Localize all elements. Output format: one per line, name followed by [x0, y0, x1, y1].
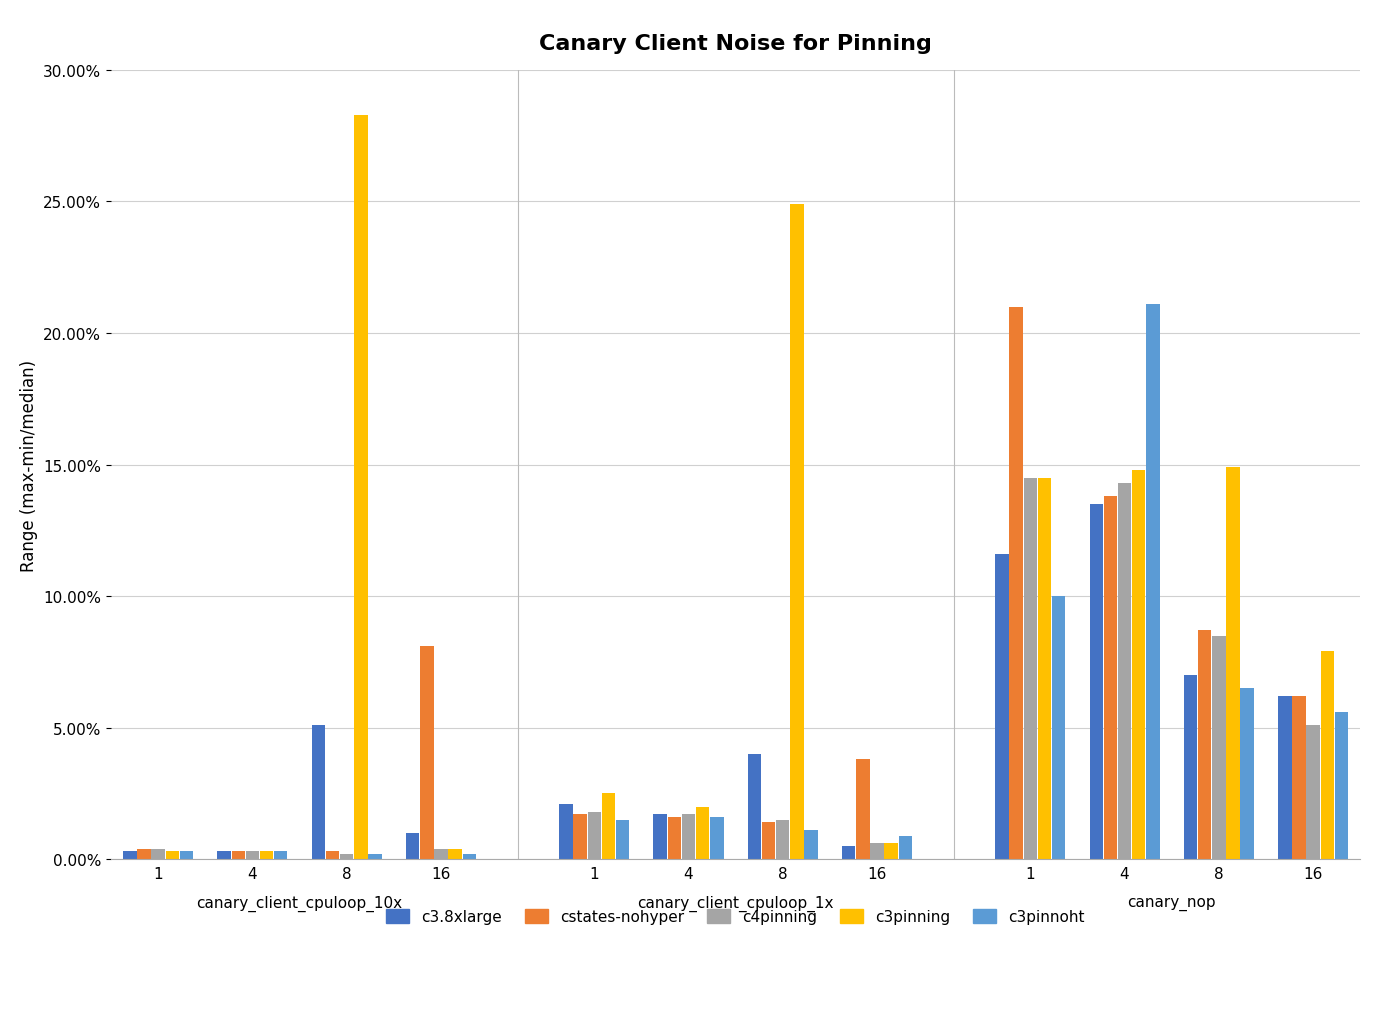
- Bar: [790, 205, 804, 859]
- Bar: [124, 851, 136, 859]
- Bar: [1212, 636, 1226, 859]
- Bar: [1133, 470, 1145, 859]
- Bar: [870, 843, 884, 859]
- Bar: [462, 854, 476, 859]
- Bar: [340, 854, 354, 859]
- Bar: [1292, 697, 1306, 859]
- Bar: [1090, 504, 1103, 859]
- Bar: [1306, 725, 1320, 859]
- Bar: [1241, 688, 1253, 859]
- Bar: [165, 851, 179, 859]
- Bar: [748, 754, 761, 859]
- Bar: [776, 820, 790, 859]
- Bar: [762, 823, 776, 859]
- Bar: [856, 759, 870, 859]
- Bar: [1009, 307, 1023, 859]
- Bar: [407, 833, 419, 859]
- Bar: [587, 812, 601, 859]
- Bar: [1023, 478, 1037, 859]
- Bar: [1335, 712, 1348, 859]
- Text: canary_client_cpuloop_10x: canary_client_cpuloop_10x: [197, 895, 403, 911]
- Bar: [273, 851, 287, 859]
- Bar: [668, 817, 682, 859]
- Bar: [232, 851, 246, 859]
- Text: canary_client_cpuloop_1x: canary_client_cpuloop_1x: [637, 895, 834, 911]
- Bar: [695, 807, 709, 859]
- Bar: [218, 851, 230, 859]
- Bar: [312, 725, 325, 859]
- Bar: [1278, 697, 1291, 859]
- Bar: [1146, 304, 1159, 859]
- Y-axis label: Range (max-min/median): Range (max-min/median): [19, 359, 37, 571]
- Bar: [421, 646, 433, 859]
- Bar: [682, 815, 695, 859]
- Bar: [448, 849, 462, 859]
- Bar: [260, 851, 273, 859]
- Text: canary_nop: canary_nop: [1127, 895, 1216, 910]
- Bar: [180, 851, 193, 859]
- Bar: [559, 804, 573, 859]
- Bar: [1320, 652, 1334, 859]
- Bar: [654, 815, 666, 859]
- Bar: [246, 851, 260, 859]
- Bar: [1198, 631, 1212, 859]
- Bar: [616, 820, 629, 859]
- Bar: [1226, 468, 1239, 859]
- Bar: [711, 817, 723, 859]
- Bar: [573, 815, 587, 859]
- Bar: [601, 794, 615, 859]
- Title: Canary Client Noise for Pinning: Canary Client Noise for Pinning: [539, 34, 933, 54]
- Bar: [1117, 483, 1131, 859]
- Bar: [1052, 596, 1065, 859]
- Bar: [1184, 675, 1198, 859]
- Bar: [354, 115, 368, 859]
- Bar: [434, 849, 448, 859]
- Bar: [151, 849, 165, 859]
- Bar: [1103, 496, 1117, 859]
- Bar: [898, 836, 912, 859]
- Legend: c3.8xlarge, cstates-nohyper, c4pinning, c3pinning, c3pinnoht: c3.8xlarge, cstates-nohyper, c4pinning, …: [380, 903, 1091, 930]
- Bar: [805, 830, 818, 859]
- Bar: [843, 846, 855, 859]
- Bar: [995, 554, 1009, 859]
- Bar: [1038, 478, 1051, 859]
- Bar: [884, 843, 898, 859]
- Bar: [368, 854, 382, 859]
- Bar: [137, 849, 151, 859]
- Bar: [326, 851, 339, 859]
